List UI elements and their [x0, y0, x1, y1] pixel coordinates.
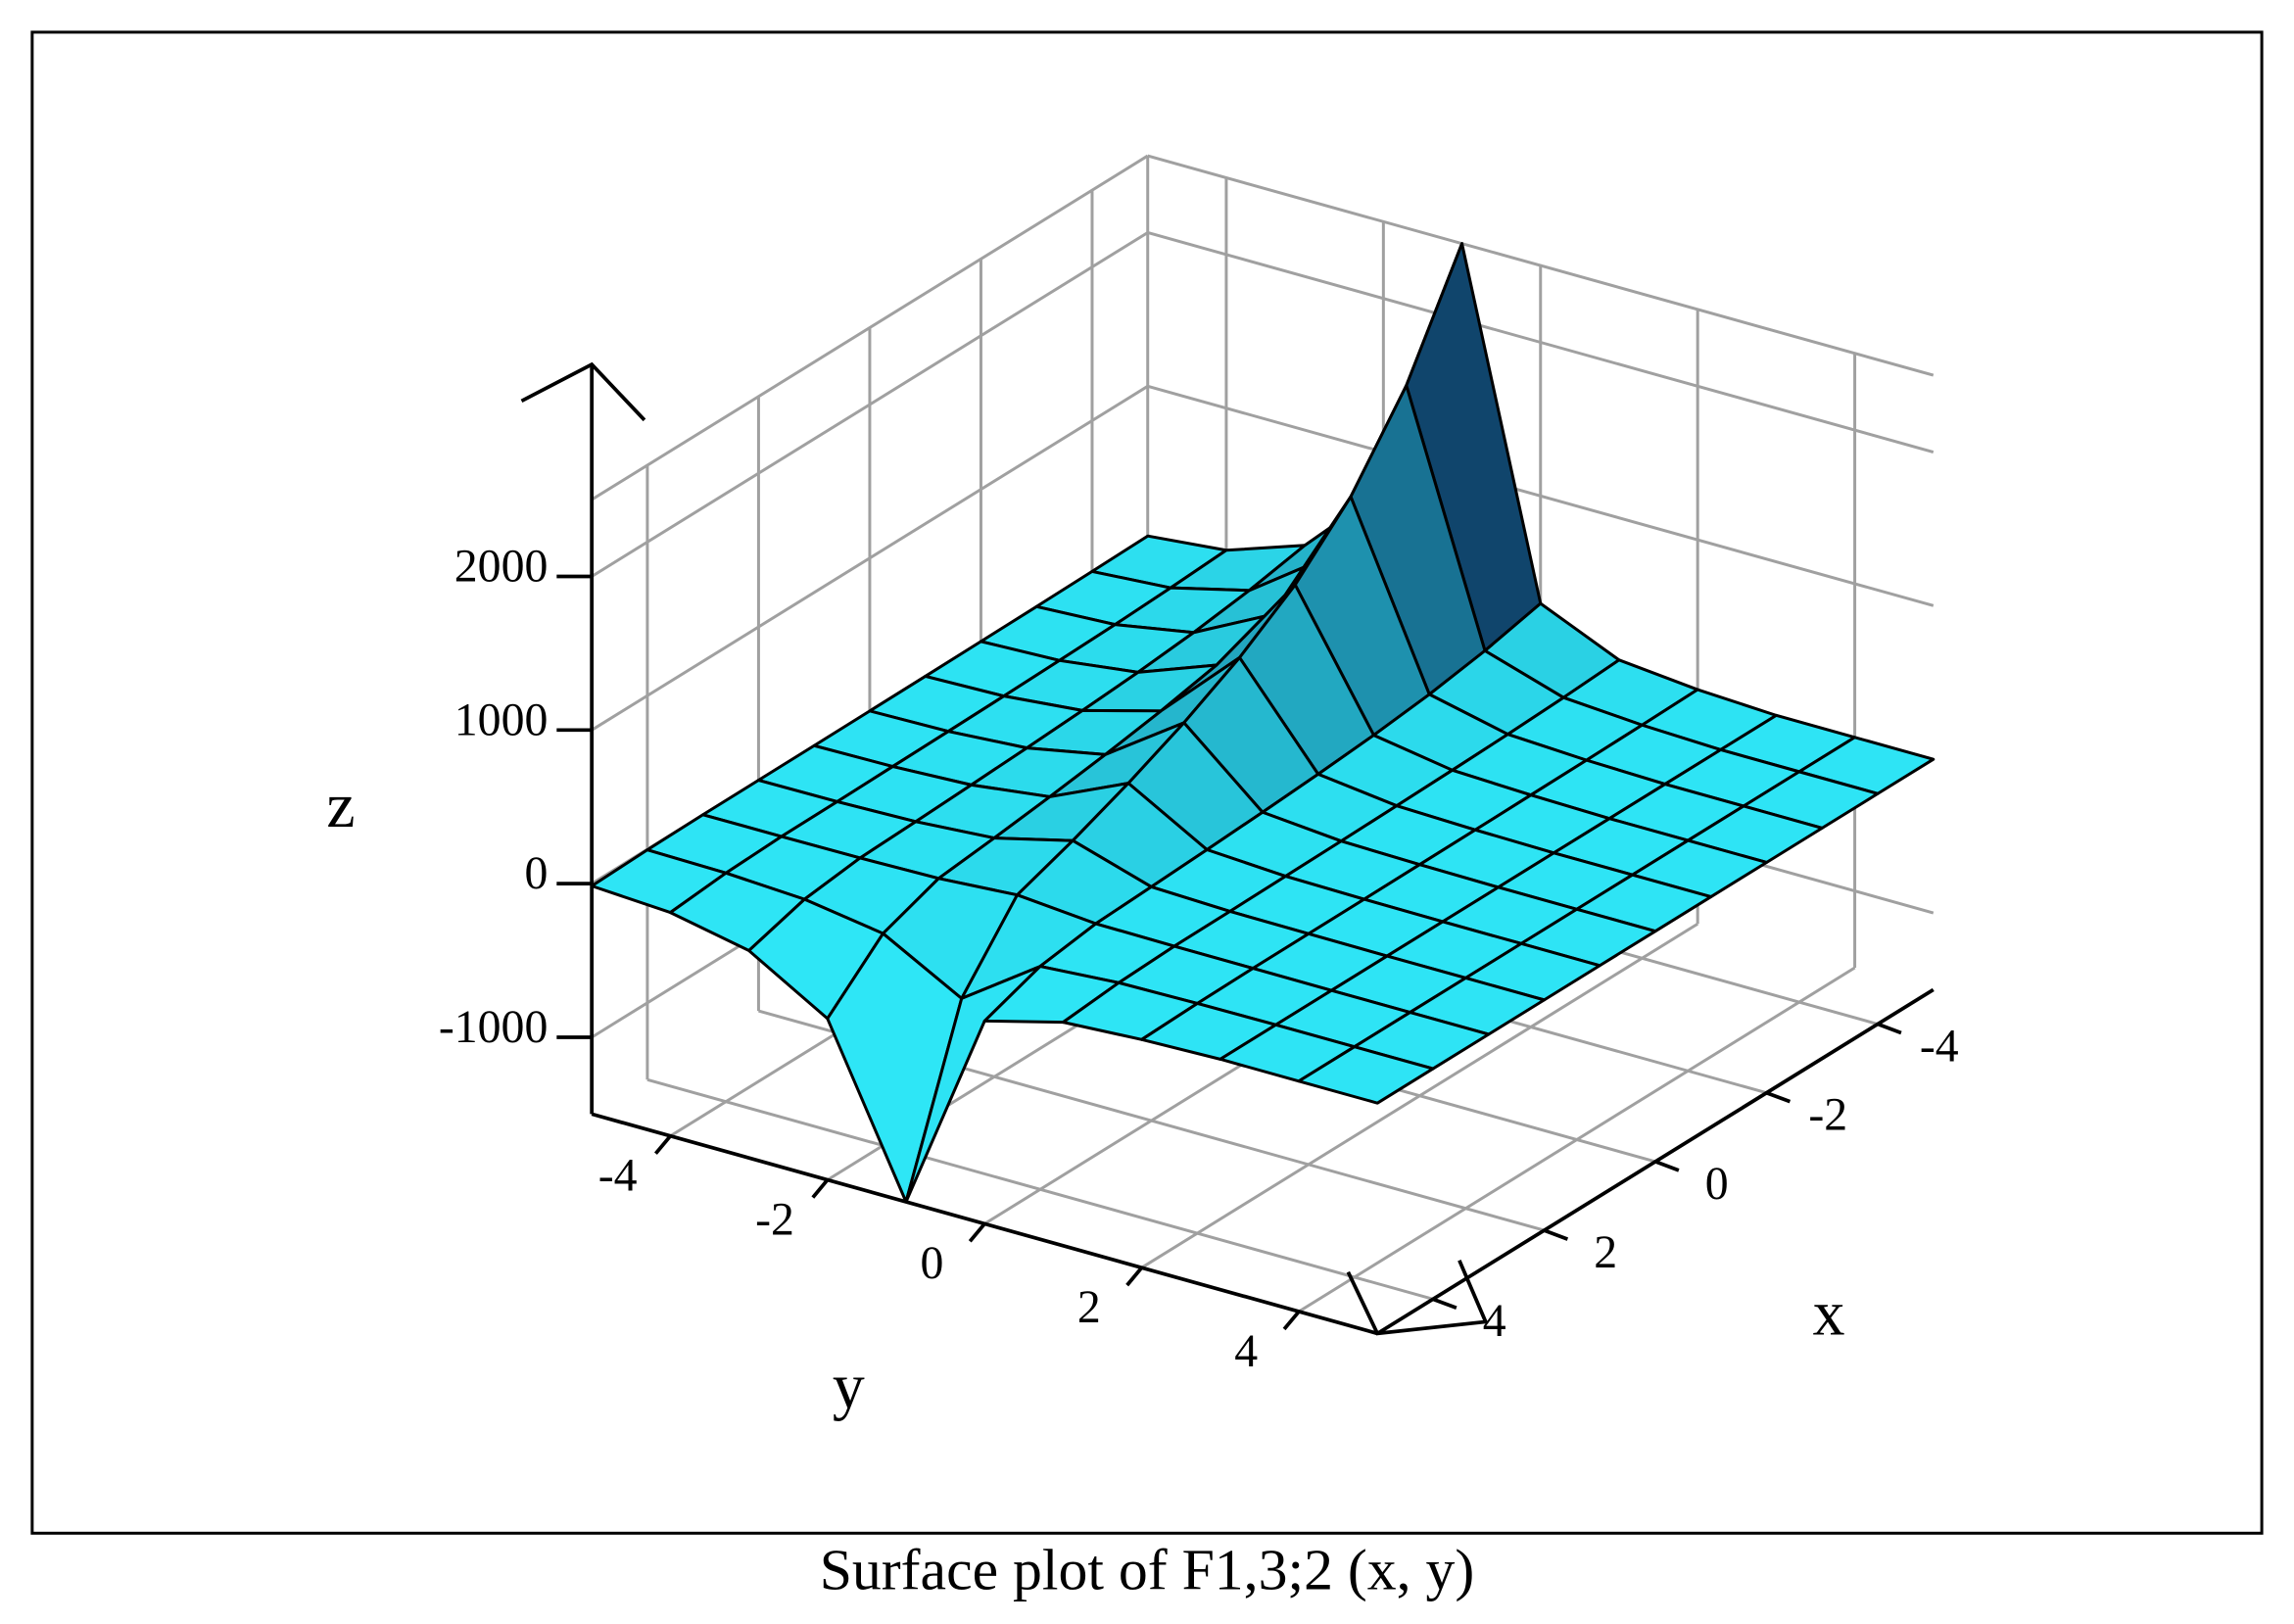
- x-tick-label: -2: [1808, 1089, 1847, 1141]
- x-tick: [1765, 1090, 1792, 1104]
- z-tick-label: 0: [524, 847, 548, 899]
- plot-root: Surface plot of F1,3;2 (x, y) z y x -100…: [30, 30, 2264, 1601]
- z-axis-arrow: [520, 361, 646, 422]
- x-tick: [1543, 1228, 1569, 1241]
- x-tick-label: 2: [1594, 1226, 1617, 1278]
- x-tick: [1877, 1022, 1902, 1035]
- z-axis-label: z: [326, 770, 355, 841]
- y-tick: [1125, 1266, 1144, 1287]
- wall-edge: [591, 154, 1149, 502]
- grid-line: [1147, 231, 1935, 454]
- wall-edge: [1147, 154, 1935, 377]
- y-tick-label: -4: [598, 1150, 638, 1202]
- frame: [30, 30, 2264, 1535]
- y-tick-label: 2: [1077, 1281, 1101, 1333]
- y-tick-label: 4: [1234, 1325, 1258, 1377]
- grid-line: [1298, 966, 1856, 1314]
- y-axis: [591, 1112, 1378, 1336]
- x-tick-label: 0: [1705, 1158, 1729, 1210]
- x-tick: [1654, 1160, 1680, 1172]
- axis-corner-arrows: [1346, 1260, 1489, 1336]
- x-axis-label: x: [1813, 1277, 1845, 1349]
- y-tick: [968, 1222, 986, 1243]
- x-tick: [1432, 1297, 1458, 1311]
- y-axis-label: y: [833, 1351, 865, 1422]
- y-tick: [811, 1178, 830, 1199]
- grid-line: [1140, 922, 1698, 1269]
- z-tick-label: 1000: [454, 693, 549, 745]
- z-tick-label: -1000: [439, 1001, 548, 1053]
- x-tick-label: -4: [1920, 1020, 1959, 1072]
- y-tick: [653, 1134, 672, 1155]
- grid-line: [591, 385, 1149, 732]
- grid-line: [1147, 384, 1935, 607]
- y-tick-label: 0: [920, 1237, 943, 1289]
- y-tick-label: -2: [755, 1193, 794, 1245]
- surface-facet: [1297, 1045, 1435, 1105]
- grid-line: [591, 231, 1149, 578]
- z-tick-label: 2000: [454, 540, 549, 592]
- y-tick: [1282, 1310, 1301, 1331]
- caption: Surface plot of F1,3;2 (x, y): [820, 1537, 1475, 1601]
